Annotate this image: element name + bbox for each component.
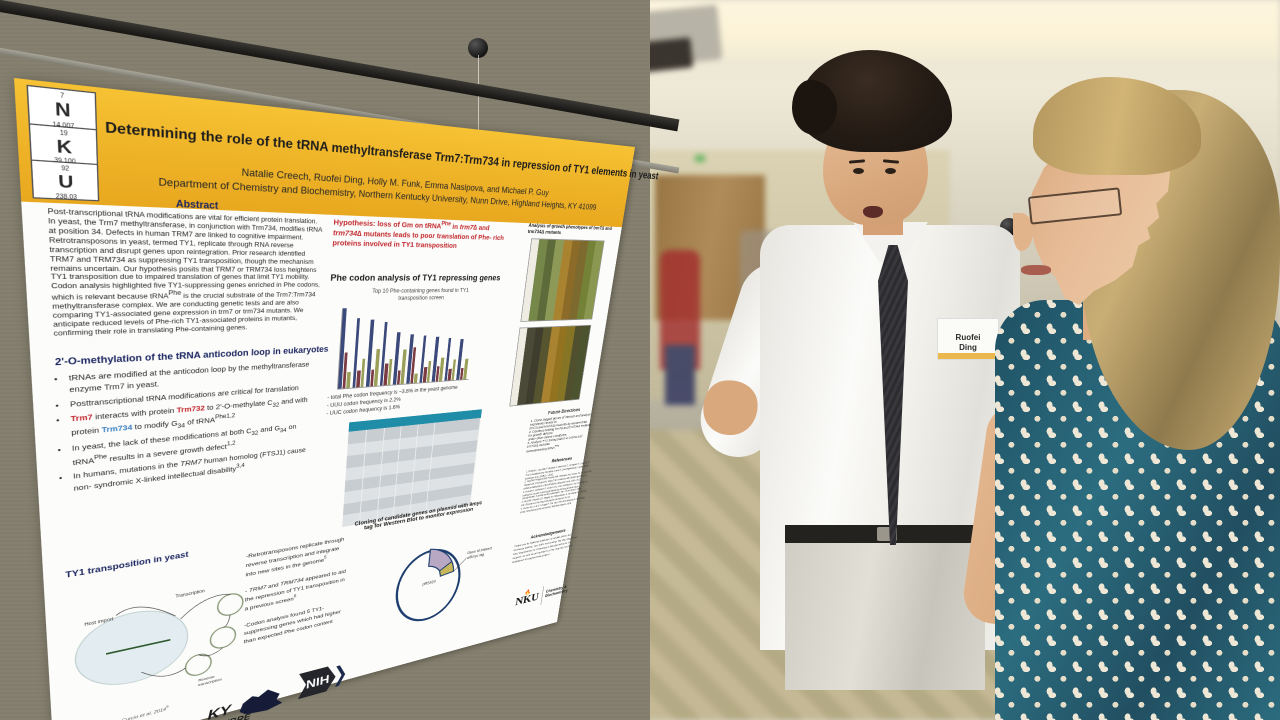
svg-text:KY: KY [207, 701, 232, 720]
svg-text:Transcription: Transcription [175, 588, 204, 599]
